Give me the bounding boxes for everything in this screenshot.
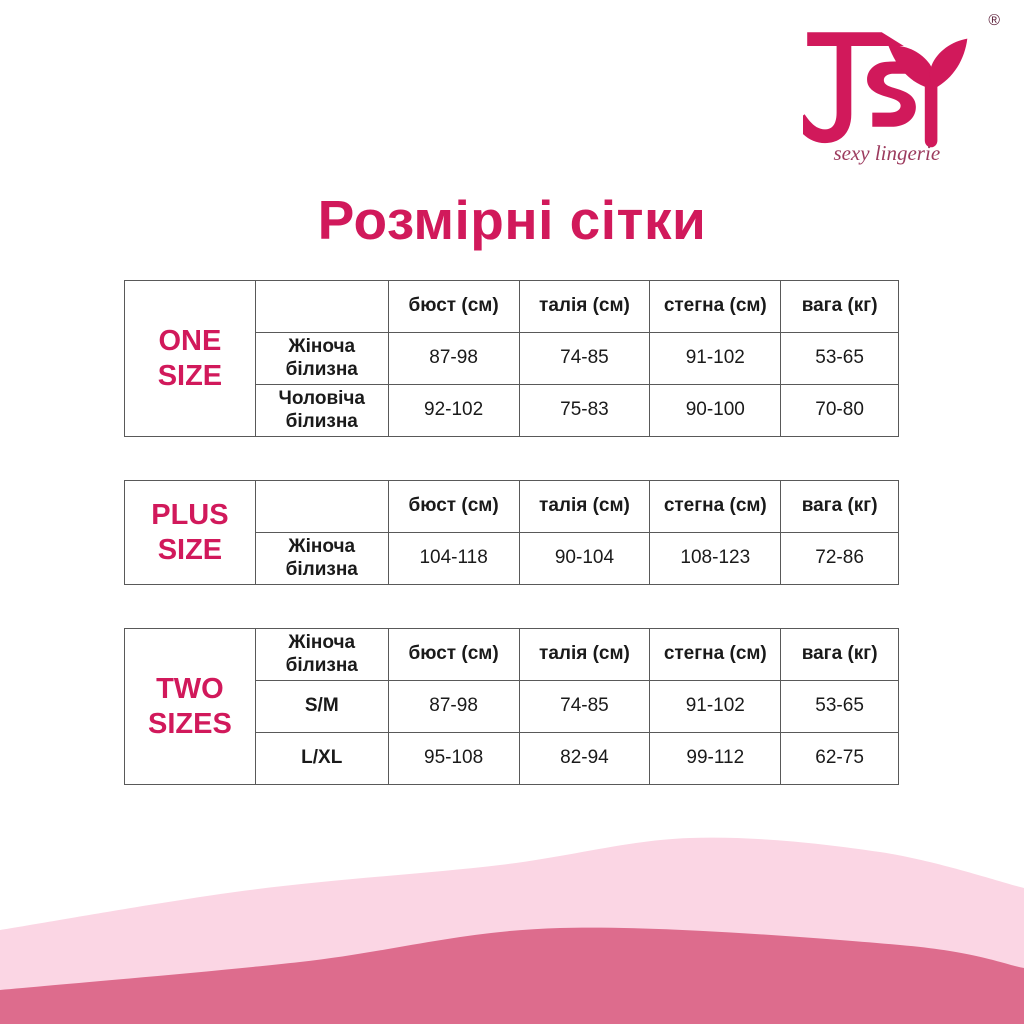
svg-text:®: ® xyxy=(988,12,1000,29)
svg-text:sexy lingerie: sexy lingerie xyxy=(833,141,940,165)
